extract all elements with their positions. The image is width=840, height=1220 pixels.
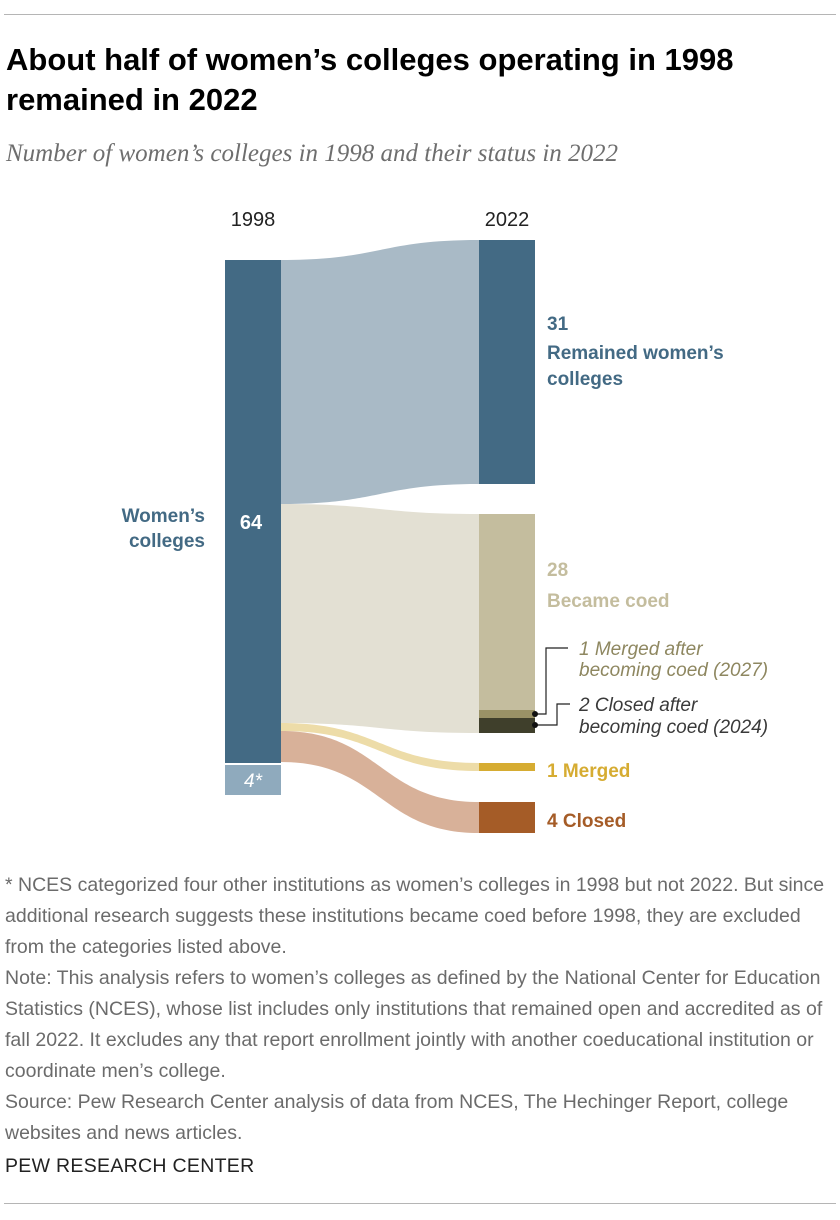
flow-remained	[281, 240, 479, 504]
chart-title: About half of women’s colleges operating…	[6, 42, 734, 117]
chart-notes: * NCES categorized four other institutio…	[5, 870, 835, 1149]
closed-coed-label-line1: 2 Closed after	[578, 695, 698, 716]
node-2022-closed-after-coed	[479, 718, 535, 733]
remained-value: 31	[547, 314, 569, 335]
flow-closed	[281, 731, 479, 833]
footnote-text: * NCES categorized four other institutio…	[5, 874, 825, 958]
merged-label: 1 Merged	[547, 761, 630, 782]
leader-line-merged-coed	[535, 647, 568, 715]
top-rule	[4, 14, 836, 15]
node-2022-merged	[479, 763, 535, 771]
womens-colleges-label-line1: Women’s	[122, 506, 205, 527]
coed-value: 28	[547, 560, 568, 581]
brand-label: PEW RESEARCH CENTER	[5, 1155, 255, 1177]
node-2022-closed	[479, 802, 535, 833]
node-1998-womens-colleges	[225, 260, 281, 763]
node-2022-remained	[479, 240, 535, 484]
year-label-2022: 2022	[485, 209, 530, 231]
merged-coed-label-line2: becoming coed (2027)	[579, 660, 768, 681]
note-text: Note: This analysis refers to women’s co…	[5, 967, 823, 1082]
flow-merged	[281, 723, 479, 771]
womens-colleges-value: 64	[240, 512, 263, 534]
remained-label-line1: Remained women’s	[547, 343, 724, 364]
womens-colleges-label-line2: colleges	[129, 531, 205, 552]
node-2022-became-coed	[479, 514, 535, 710]
remained-label-line2: colleges	[547, 369, 623, 390]
leader-dot-merged-coed	[532, 711, 538, 717]
flow-coed	[281, 504, 479, 733]
chart-subtitle: Number of women’s colleges in 1998 and t…	[6, 140, 619, 167]
sankey-chart: 1998 2022 Women’s colleges 64 4* 31 Rema…	[122, 209, 768, 833]
leader-line-closed-coed	[535, 703, 570, 726]
year-label-1998: 1998	[231, 209, 276, 231]
bottom-rule	[4, 1203, 836, 1204]
closed-coed-label-line2: becoming coed (2024)	[579, 717, 768, 738]
merged-coed-label-line1: 1 Merged after	[579, 639, 703, 660]
leader-dot-closed-coed	[532, 722, 538, 728]
excluded-value: 4*	[244, 771, 263, 792]
node-2022-merged-after-coed	[479, 710, 535, 718]
coed-label: Became coed	[547, 591, 670, 612]
node-1998-excluded	[225, 765, 281, 795]
source-text: Source: Pew Research Center analysis of …	[5, 1091, 789, 1144]
closed-label: 4 Closed	[547, 811, 626, 832]
